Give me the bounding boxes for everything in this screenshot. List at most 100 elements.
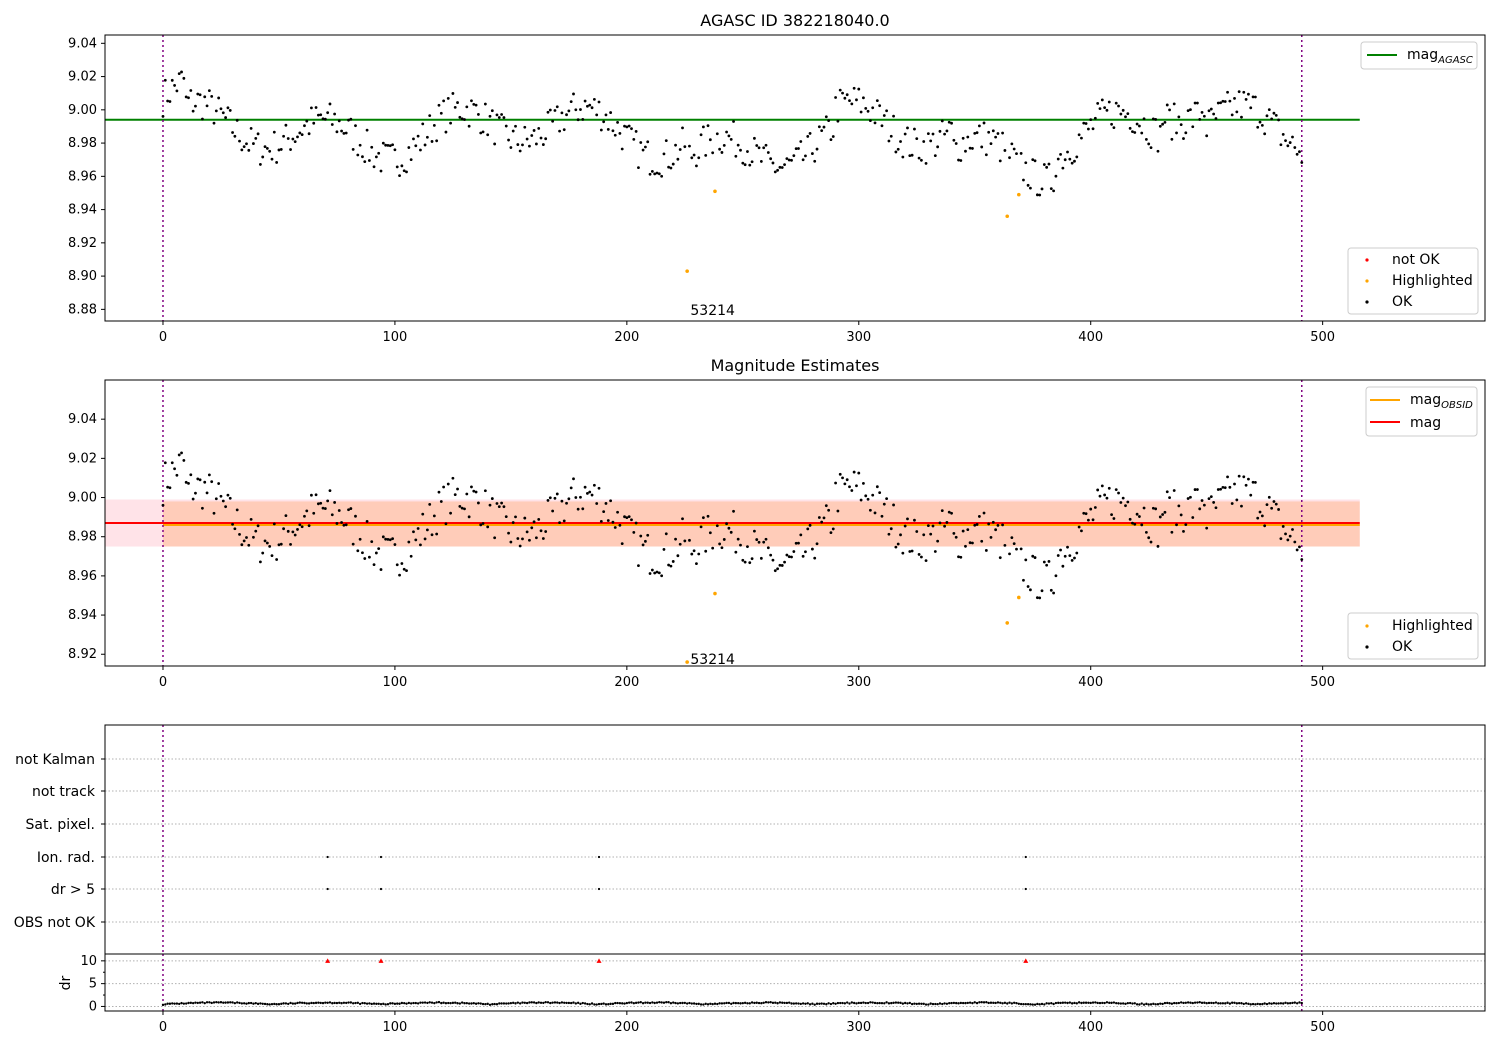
dr-point	[1038, 1003, 1041, 1006]
dr-point	[189, 1001, 193, 1005]
ok-point	[437, 103, 441, 107]
ok-point	[323, 117, 327, 121]
dr-point	[375, 1002, 378, 1006]
ok-point	[189, 89, 193, 92]
dr-point	[426, 1001, 429, 1005]
ok-point	[1286, 538, 1290, 542]
dr-point	[435, 1001, 438, 1004]
ok-point	[815, 542, 819, 546]
dr-point	[873, 1001, 877, 1005]
dr-point	[593, 1003, 596, 1006]
ok-point	[1263, 524, 1267, 528]
ok-point	[528, 144, 531, 148]
dr-point	[778, 1001, 782, 1004]
dr-point	[361, 1001, 364, 1005]
dr-point	[1045, 1002, 1048, 1005]
dr-point	[389, 1002, 392, 1005]
ok-point	[488, 503, 492, 507]
dr-point	[681, 1001, 684, 1005]
ok-point	[915, 530, 919, 533]
ok-point	[1216, 101, 1220, 105]
ok-point	[836, 509, 840, 513]
ok-point	[929, 139, 933, 143]
ok-point	[1300, 558, 1304, 561]
dr-point	[1177, 1001, 1181, 1005]
dr-point	[1149, 1003, 1153, 1006]
ok-point	[1084, 512, 1088, 516]
dr-point	[811, 1002, 814, 1005]
dr-point	[936, 1002, 939, 1006]
ok-point	[437, 490, 441, 494]
ok-point	[456, 101, 459, 104]
ok-point	[1022, 578, 1025, 582]
ok-point	[699, 133, 703, 137]
dr-point	[535, 1001, 538, 1005]
dr-point	[231, 1001, 234, 1004]
y-tick-label: 8.90	[68, 269, 97, 284]
ok-point	[627, 515, 631, 519]
y-tick-label: 8.94	[68, 608, 97, 623]
dr-point	[1033, 1003, 1037, 1006]
ok-point	[472, 102, 476, 106]
dr-points	[161, 958, 1303, 1007]
ok-point	[753, 529, 756, 533]
dr-point	[384, 1003, 387, 1006]
dr-point	[760, 1001, 763, 1005]
dr-point	[1126, 1001, 1130, 1005]
ok-point	[446, 96, 450, 100]
ok-point	[560, 111, 564, 115]
ok-point	[938, 521, 942, 525]
ok-point	[1033, 159, 1037, 163]
dr-point	[419, 1001, 422, 1004]
ok-point	[1054, 574, 1058, 578]
ok-point	[822, 125, 826, 129]
ok-point	[1117, 491, 1120, 495]
ok-point	[254, 529, 258, 533]
ok-point	[1147, 536, 1151, 540]
ok-point	[1207, 109, 1211, 113]
dr-point	[168, 1002, 172, 1005]
dr-point	[1270, 1002, 1273, 1005]
ok-point	[226, 106, 230, 110]
ok-point	[602, 510, 606, 514]
dr-point	[586, 1002, 589, 1006]
magnitude-legend-bottom: Highlighted OK	[1347, 612, 1479, 660]
ok-point	[773, 170, 777, 174]
dr-point	[609, 1002, 612, 1006]
ok-point	[660, 174, 664, 178]
dr-point	[372, 1002, 376, 1005]
dr-point	[442, 1001, 445, 1004]
ok-point	[639, 141, 643, 144]
dr-point	[229, 1001, 232, 1004]
highlighted-point	[685, 660, 689, 664]
ok-point	[592, 97, 596, 101]
ok-point	[857, 87, 861, 91]
dr-point	[579, 1002, 582, 1006]
ok-point	[1242, 475, 1246, 479]
ok-point	[314, 493, 318, 497]
ok-point	[1019, 152, 1023, 155]
flag-row-label: not Kalman	[15, 752, 95, 768]
ok-point	[938, 129, 942, 133]
ok-point	[233, 134, 237, 138]
dr-point	[465, 1001, 469, 1005]
ok-point	[632, 530, 636, 534]
ok-point	[625, 516, 629, 520]
ok-point	[497, 505, 501, 509]
dr-point	[402, 1001, 406, 1005]
ok-point	[423, 143, 427, 147]
dr-point	[324, 1001, 327, 1004]
ok-point	[265, 541, 269, 545]
dr-point	[528, 1001, 531, 1004]
ok-point	[667, 563, 670, 567]
ok-point	[715, 132, 719, 136]
ok-point	[477, 501, 480, 505]
ok-point	[1256, 516, 1260, 520]
dr-point	[841, 1001, 844, 1005]
ok-point	[493, 536, 497, 540]
dr-point	[219, 1001, 223, 1004]
ok-point	[546, 498, 550, 502]
ok-point	[1091, 127, 1095, 131]
ok-point	[913, 518, 916, 522]
ok-point	[196, 477, 200, 481]
